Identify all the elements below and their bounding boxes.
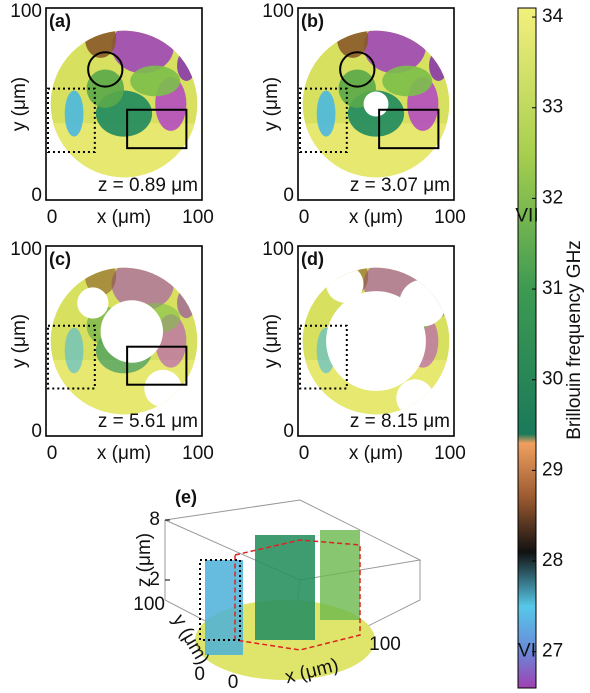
circle-region [339, 51, 376, 88]
y-axis-label: y (μm) [9, 314, 30, 368]
solid-region [126, 345, 188, 386]
map-base-lower [50, 123, 198, 178]
colorbar-marker: VI [518, 641, 536, 662]
y-axis-label: y (μm) [261, 314, 282, 368]
panel-label: (d) [301, 249, 324, 269]
x3d-tick-label: 100 [369, 634, 401, 655]
x-axis-label: x (μm) [97, 207, 151, 228]
frame [297, 7, 455, 201]
map-base-lower [50, 360, 198, 415]
map-patch [64, 327, 84, 374]
colorbar-tick-label: 27 [542, 641, 563, 662]
z-tick-label: 2 [149, 569, 160, 590]
annotation: z = 0.89 μm [98, 175, 198, 196]
y-tick-label: 100 [262, 239, 294, 260]
map-gap [144, 369, 182, 408]
map-patch [316, 90, 336, 137]
y-axis-label: y (μm) [261, 77, 282, 131]
x-tick-label: 100 [182, 443, 214, 464]
x-tick-label: 0 [47, 207, 58, 228]
map-gap [399, 279, 447, 327]
map-gap [326, 267, 364, 303]
map-patch [177, 287, 196, 319]
map-base-lower [302, 123, 450, 178]
map-gap [77, 287, 109, 319]
colorbar-tick-label: 34 [542, 6, 564, 27]
map-patch [337, 30, 369, 58]
annotation: z = 3.07 μm [350, 175, 450, 196]
x-tick-label: 0 [299, 207, 310, 228]
colorbar-marker: VII [515, 206, 538, 227]
map-patch [177, 50, 196, 81]
y-tick-label: 0 [283, 421, 294, 442]
y-tick-label: 100 [10, 239, 42, 260]
map-patch [85, 30, 117, 58]
map-patch [130, 65, 181, 97]
y-axis-label: y (μm) [9, 77, 30, 131]
map-3d [195, 530, 375, 680]
y-tick-label: 100 [10, 1, 42, 22]
y3d-tick-label: 0 [194, 664, 205, 685]
map-patch [85, 267, 117, 296]
y-tick-label: 100 [262, 1, 294, 22]
x-tick-label: 0 [47, 443, 58, 464]
circle-region [87, 51, 124, 88]
map [50, 30, 198, 178]
panel-label: (a) [49, 11, 71, 31]
map-patch [429, 50, 448, 81]
x3d-tick-label: 0 [228, 672, 239, 693]
y-tick-label: 0 [283, 185, 294, 206]
solid-region [126, 108, 188, 150]
y3d-tick-label: 100 [133, 594, 165, 615]
panel-label: (b) [301, 11, 324, 31]
map-gap [326, 291, 426, 391]
frame [45, 245, 203, 437]
map-gap [363, 91, 389, 117]
map-gap [100, 300, 163, 363]
z-tick-label: 8 [149, 509, 160, 530]
map-patch [64, 90, 84, 137]
colorbar [517, 7, 537, 689]
panel-label: (e) [175, 487, 197, 507]
frame [45, 7, 203, 201]
solid-region [378, 108, 440, 150]
y-tick-label: 0 [31, 421, 42, 442]
colorbar-tick-label: 31 [542, 278, 563, 299]
x-tick-label: 0 [299, 443, 310, 464]
colorbar-label: Brillouin frequency GHz [564, 240, 585, 440]
frame [297, 245, 455, 437]
map-patch [382, 65, 433, 97]
x-tick-label: 100 [434, 443, 466, 464]
colorbar-tick-label: 33 [542, 97, 563, 118]
colorbar-tick-label: 30 [542, 369, 563, 390]
colorbar-tick-label: 29 [542, 459, 563, 480]
x-tick-label: 100 [182, 207, 214, 228]
y-tick-label: 0 [31, 185, 42, 206]
map-patch [86, 69, 124, 108]
z-axis-label: z (μm) [134, 533, 155, 587]
colorbar-tick-label: 32 [542, 187, 563, 208]
annotation: z = 8.15 μm [350, 411, 450, 432]
x-axis-label: x (μm) [349, 207, 403, 228]
dotted-region [199, 559, 241, 641]
panel-label: (c) [49, 249, 71, 269]
map-3d-wall [255, 535, 315, 640]
annotation: z = 5.61 μm [98, 411, 198, 432]
x-tick-label: 100 [434, 207, 466, 228]
x-axis-label: x (μm) [349, 443, 403, 464]
map [50, 267, 198, 415]
x-axis-label: x (μm) [97, 443, 151, 464]
colorbar-tick-label: 28 [542, 550, 563, 571]
